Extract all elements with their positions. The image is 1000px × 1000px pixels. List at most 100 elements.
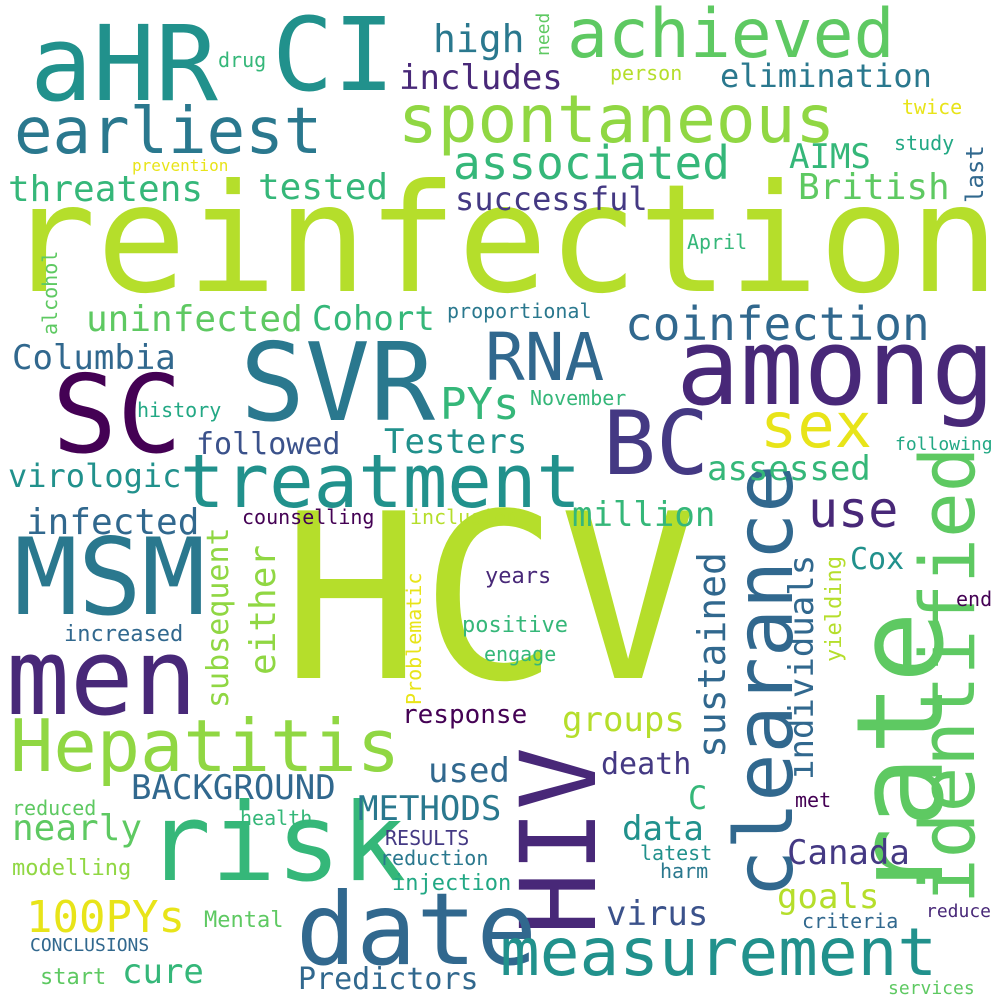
word-cox: Cox xyxy=(850,542,905,577)
word-canada: Canada xyxy=(787,833,910,873)
word-treatment: treatment xyxy=(180,439,581,525)
word-svr: SVR xyxy=(240,321,436,446)
word-hcv: HCV xyxy=(282,466,698,733)
word-british: British xyxy=(798,167,950,208)
word-spontaneous: spontaneous xyxy=(398,81,836,158)
word-twice: twice xyxy=(902,95,963,119)
word-c: C xyxy=(688,779,708,817)
word-successful: successful xyxy=(455,180,648,218)
word-mental: Mental xyxy=(204,908,284,933)
word-data: data xyxy=(622,809,704,849)
word-nearly: nearly xyxy=(12,808,143,849)
word-either: either xyxy=(243,544,284,675)
word-assessed: assessed xyxy=(707,449,871,489)
word-start: start xyxy=(40,965,107,990)
word-need: need xyxy=(533,12,554,56)
word-cohort: Cohort xyxy=(312,299,435,339)
word-men: men xyxy=(6,616,198,739)
word-subsequent: subsequent xyxy=(201,527,236,708)
word-reduced: reduced xyxy=(12,796,97,820)
word-end: end xyxy=(956,587,993,611)
word-identified: identified xyxy=(903,446,992,904)
word-services: services xyxy=(888,978,975,999)
word-rna: RNA xyxy=(485,319,605,396)
word-cure: cure xyxy=(122,952,204,992)
word-latest: latest xyxy=(640,841,713,865)
word-alcohol: alcohol xyxy=(38,250,62,335)
word-columbia: Columbia xyxy=(12,338,176,378)
word-drug: drug xyxy=(218,48,267,72)
word-ci: CI xyxy=(272,0,395,115)
word-pys: PYs xyxy=(440,379,520,430)
word-increased: increased xyxy=(64,622,184,647)
word-modelling: modelling xyxy=(12,856,132,881)
word-person: person xyxy=(610,61,683,85)
word-background: BACKGROUND xyxy=(131,768,336,808)
word-sex: sex xyxy=(760,389,872,462)
word-prevention: prevention xyxy=(132,156,229,175)
word-counselling: counselling xyxy=(242,505,375,529)
word-yielding: yielding xyxy=(822,556,847,662)
word-million: million xyxy=(572,495,716,535)
word-methods: METHODS xyxy=(358,789,502,829)
word-reduction: reduction xyxy=(380,846,489,870)
word-testers: Testers xyxy=(384,422,528,462)
word-followed: followed xyxy=(196,427,341,462)
word-study: study xyxy=(894,131,955,155)
word-use: use xyxy=(808,481,899,539)
word-uninfected: uninfected xyxy=(86,299,303,340)
word-response: response xyxy=(402,700,528,730)
word-associated: associated xyxy=(453,136,730,190)
word-bc: BC xyxy=(603,392,709,495)
word-conclusions: CONCLUSIONS xyxy=(30,935,150,956)
word-sc: SC xyxy=(52,353,183,478)
word-date: date xyxy=(296,871,537,988)
word-reduce: reduce xyxy=(926,901,992,922)
word-elimination: elimination xyxy=(720,57,932,95)
word-goals: goals xyxy=(777,877,880,917)
word-following: following xyxy=(895,434,993,455)
word-measurement: measurement xyxy=(500,914,938,991)
word-coinfection: coinfection xyxy=(625,297,930,351)
word-november: November xyxy=(530,386,627,410)
word-predictors: Predictors xyxy=(298,962,479,997)
word-results: RESULTS xyxy=(385,826,470,850)
word-injection: injection xyxy=(392,871,512,896)
word-earliest: earliest xyxy=(14,95,323,169)
word-problematic: Problematic xyxy=(402,572,426,705)
word-ahr: aHR xyxy=(30,3,218,125)
word-years: years xyxy=(485,564,552,589)
word-health: health xyxy=(240,806,313,830)
word-msm: MSM xyxy=(14,516,206,639)
word-individuals: individuals xyxy=(782,554,822,780)
word-reinfection: reinfection xyxy=(6,153,1000,327)
word-history: history xyxy=(137,398,222,422)
word-inclusion: inclusion xyxy=(410,505,519,529)
word-tested: tested xyxy=(258,167,389,208)
word-infected: infected xyxy=(26,502,200,543)
word-proportional: proportional xyxy=(447,299,592,323)
word-aims: AIMS xyxy=(789,137,871,177)
word-among: among xyxy=(676,306,996,429)
word-high: high xyxy=(433,17,525,61)
word-hepatitis: Hepatitis xyxy=(10,704,401,788)
word-100pys: 100PYs xyxy=(26,892,185,943)
word-sustained: sustained xyxy=(690,552,734,758)
word-groups: groups xyxy=(562,700,685,740)
word-engage: engage xyxy=(484,642,557,666)
word-harm: harm xyxy=(660,859,709,883)
word-april: April xyxy=(687,230,748,254)
word-last: last xyxy=(961,145,989,203)
word-virus: virus xyxy=(606,894,709,934)
word-threatens: threatens xyxy=(8,169,204,210)
word-used: used xyxy=(428,751,510,791)
word-death: death xyxy=(601,747,692,782)
word-virologic: virologic xyxy=(8,457,182,495)
word-met: met xyxy=(795,788,832,812)
word-achieved: achieved xyxy=(567,0,895,74)
word-positive: positive xyxy=(462,613,568,638)
word-risk: risk xyxy=(146,781,407,906)
word-includes: includes xyxy=(399,58,563,98)
word-criteria: criteria xyxy=(802,909,899,933)
